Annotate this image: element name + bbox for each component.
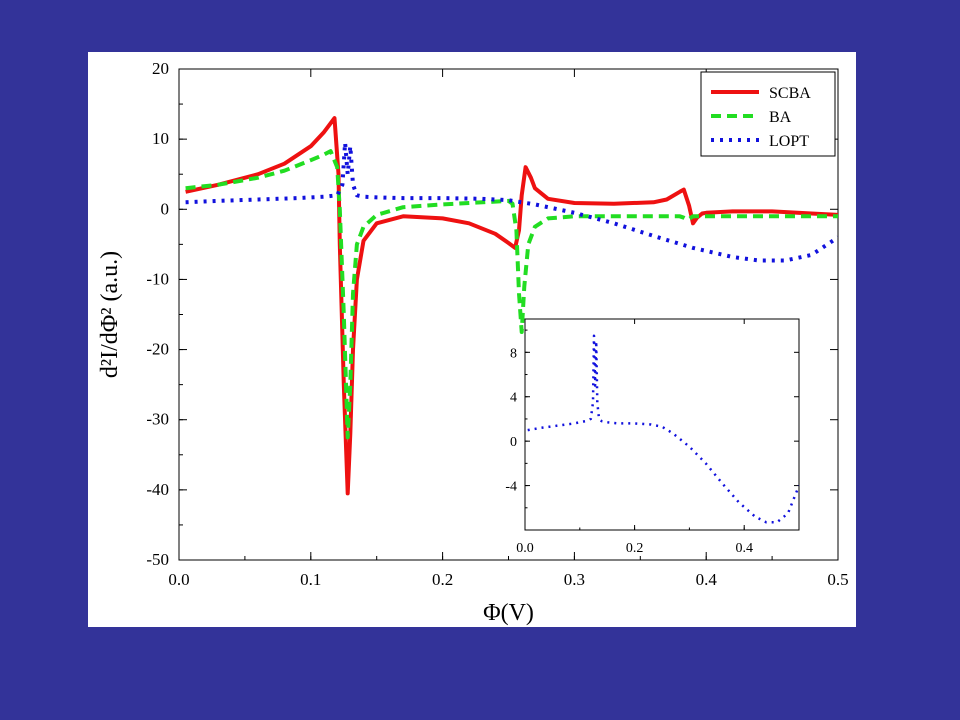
main-y-tick-label: -40 bbox=[146, 480, 169, 499]
legend-label-ba: BA bbox=[769, 109, 792, 126]
legend-box bbox=[700, 71, 836, 157]
inset-frame bbox=[524, 318, 800, 531]
inset-x-tick-label: 0.2 bbox=[626, 541, 644, 556]
main-series-line-lopt bbox=[185, 140, 838, 263]
legend-label-scba: SCBA bbox=[769, 85, 811, 102]
inset-x-tick-label: 0.0 bbox=[516, 541, 534, 556]
inset-y-tick-label: 0 bbox=[510, 435, 517, 450]
main-x-tick-label: 0.3 bbox=[564, 570, 585, 589]
y-axis-title: d²I/dΦ² (a.u.) bbox=[97, 251, 123, 378]
chart: 0.0 0.1 0.2 0.3 0.4 0.520100-10-20-30-40-50Φ(… bbox=[97, 59, 849, 626]
inset-y-tick-label: -4 bbox=[505, 480, 517, 495]
main-x-tick-label: 0.4 bbox=[696, 570, 718, 589]
main-x-tick-label: 0.5 bbox=[827, 570, 848, 589]
main-x-tick-label: 0.0 bbox=[168, 570, 189, 589]
inset-y-tick-label: 8 bbox=[510, 346, 517, 361]
x-axis-title: Φ(V) bbox=[483, 600, 534, 626]
main-y-tick-label: -30 bbox=[146, 410, 169, 429]
main-y-tick-label: 20 bbox=[152, 59, 169, 78]
main-series-line-scba bbox=[185, 116, 838, 496]
main-x-tick-label: 0.1 bbox=[300, 570, 321, 589]
inset-y-tick-label: 4 bbox=[510, 391, 517, 406]
legend: SCBA BA LOPT bbox=[700, 71, 836, 157]
main-x-tick-label: 0.2 bbox=[432, 570, 453, 589]
chart-panel: 0.0 0.1 0.2 0.3 0.4 0.5 20 10 0 -10 -20 -30 -40 -50 Φ(… bbox=[88, 52, 856, 627]
main-y-tick-label: -10 bbox=[146, 269, 169, 288]
main-y-tick-label: -50 bbox=[146, 550, 169, 569]
legend-label-lopt: LOPT bbox=[769, 133, 809, 150]
main-series-line-ba bbox=[185, 149, 838, 440]
inset-plot: 0.0 0.2 0.4 8 4 0 -4 bbox=[505, 318, 800, 556]
main-y-tick-label: 10 bbox=[152, 129, 169, 148]
main-y-tick-label: 0 bbox=[161, 199, 170, 218]
main-y-tick-label: -20 bbox=[146, 340, 169, 359]
inset-x-tick-label: 0.4 bbox=[735, 541, 753, 556]
